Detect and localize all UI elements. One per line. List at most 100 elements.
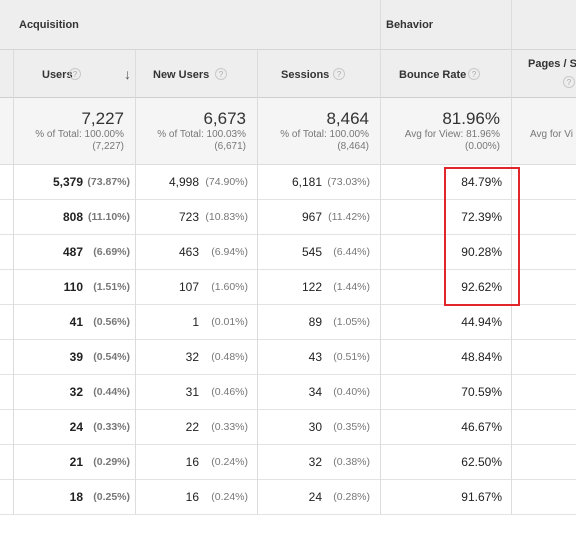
new-users-value: 32 bbox=[185, 350, 199, 364]
sort-descending-icon[interactable]: ↓ bbox=[124, 66, 131, 82]
sessions-percent: (0.28%) bbox=[333, 491, 370, 503]
table-row[interactable]: 24 (0.33%) 22 (0.33%) 30 (0.35%) 46.67% bbox=[0, 410, 576, 445]
new-users-value: 22 bbox=[185, 420, 199, 434]
sessions-percent: (0.35%) bbox=[333, 421, 370, 433]
sessions-percent: (11.42%) bbox=[328, 211, 370, 223]
sessions-percent: (6.44%) bbox=[333, 246, 370, 258]
totals-sessions-value: 8,464 bbox=[326, 109, 369, 128]
users-value: 24 bbox=[69, 420, 83, 434]
sessions-value: 43 bbox=[308, 350, 322, 364]
new-users-value: 16 bbox=[185, 455, 199, 469]
table-row[interactable]: 487 (6.69%) 463 (6.94%) 545 (6.44%) 90.28% bbox=[0, 235, 576, 270]
bounce-rate-value: 46.67% bbox=[461, 420, 502, 434]
new-users-percent: (0.24%) bbox=[211, 456, 248, 468]
users-value: 110 bbox=[63, 280, 83, 294]
totals-new-users-share: % of Total: 100.03% bbox=[157, 129, 246, 140]
sessions-percent: (0.38%) bbox=[333, 456, 370, 468]
help-icon[interactable]: ? bbox=[333, 68, 345, 80]
column-header-sessions[interactable]: Sessions ? bbox=[257, 50, 380, 98]
table-row[interactable]: 18 (0.25%) 16 (0.24%) 24 (0.28%) 91.67% bbox=[0, 480, 576, 515]
users-value: 41 bbox=[69, 315, 83, 329]
totals-users-cell: 7,227 % of Total: 100.00% (7,227) bbox=[13, 98, 135, 165]
table-row[interactable]: 39 (0.54%) 32 (0.48%) 43 (0.51%) 48.84% bbox=[0, 340, 576, 375]
sessions-header-label[interactable]: Sessions bbox=[281, 69, 330, 81]
totals-pages-avg: Avg for Vi bbox=[530, 129, 573, 140]
table-row[interactable]: 808 (11.10%) 723 (10.83%) 967 (11.42%) 72.39% bbox=[0, 200, 576, 235]
new-users-percent: (0.46%) bbox=[211, 386, 248, 398]
totals-sessions-cell: 8,464 % of Total: 100.00% (8,464) bbox=[257, 98, 380, 165]
totals-users-value: 7,227 bbox=[81, 109, 124, 128]
bounce-rate-value: 91.67% bbox=[461, 490, 502, 504]
users-percent: (6.69%) bbox=[93, 246, 130, 258]
bounce-rate-value: 44.94% bbox=[461, 315, 502, 329]
totals-users-base: (7,227) bbox=[92, 141, 124, 152]
table-row[interactable]: 21 (0.29%) 16 (0.24%) 32 (0.38%) 62.50% bbox=[0, 445, 576, 480]
help-icon[interactable]: ? bbox=[468, 68, 480, 80]
sessions-percent: (0.40%) bbox=[333, 386, 370, 398]
users-percent: (0.25%) bbox=[93, 491, 130, 503]
sessions-percent: (73.03%) bbox=[327, 176, 370, 188]
totals-sessions-base: (8,464) bbox=[337, 141, 369, 152]
totals-bounce-rate-delta: (0.00%) bbox=[464, 141, 500, 152]
totals-new-users-value: 6,673 bbox=[203, 109, 246, 128]
sessions-value: 24 bbox=[308, 490, 322, 504]
help-icon[interactable]: ? bbox=[69, 68, 81, 80]
totals-bounce-rate-avg: Avg for View: 81.96% bbox=[404, 129, 500, 140]
help-icon[interactable]: ? bbox=[563, 76, 575, 88]
users-value: 487 bbox=[62, 245, 83, 259]
bounce-rate-value: 90.28% bbox=[461, 245, 502, 259]
new-users-percent: (10.83%) bbox=[205, 211, 248, 223]
totals-new-users-base: (6,671) bbox=[214, 141, 246, 152]
new-users-value: 107 bbox=[178, 280, 199, 294]
column-header-new-users[interactable]: New Users ? bbox=[135, 50, 257, 98]
column-header-users[interactable]: Users ? ↓ bbox=[13, 50, 135, 98]
users-value: 5,379 bbox=[52, 175, 83, 189]
column-header-bounce-rate[interactable]: Bounce Rate ? bbox=[380, 50, 511, 98]
sessions-percent: (1.05%) bbox=[333, 316, 370, 328]
users-value: 808 bbox=[62, 210, 83, 224]
new-users-percent: (6.94%) bbox=[211, 246, 248, 258]
totals-bounce-rate-value: 81.96% bbox=[442, 109, 500, 128]
sessions-value: 6,181 bbox=[291, 175, 322, 189]
bounce-rate-header-label[interactable]: Bounce Rate bbox=[399, 69, 467, 81]
users-percent: (0.44%) bbox=[93, 386, 130, 398]
users-percent: (0.33%) bbox=[93, 421, 130, 433]
new-users-value: 463 bbox=[178, 245, 199, 259]
totals-users-share: % of Total: 100.00% bbox=[35, 129, 124, 140]
help-icon[interactable]: ? bbox=[215, 68, 227, 80]
new-users-value: 16 bbox=[185, 490, 199, 504]
sessions-value: 32 bbox=[308, 455, 322, 469]
pages-header-label[interactable]: Pages / S bbox=[528, 58, 576, 70]
users-percent: (0.29%) bbox=[93, 456, 130, 468]
column-divider bbox=[135, 50, 136, 515]
new-users-value: 1 bbox=[192, 315, 199, 329]
highlight-box bbox=[444, 167, 520, 306]
users-percent: (73.87%) bbox=[87, 176, 130, 188]
new-users-percent: (0.24%) bbox=[211, 491, 248, 503]
table-row[interactable]: 41 (0.56%) 1 (0.01%) 89 (1.05%) 44.94% bbox=[0, 305, 576, 340]
new-users-value: 31 bbox=[185, 385, 199, 399]
new-users-value: 723 bbox=[178, 210, 199, 224]
table-row[interactable]: 32 (0.44%) 31 (0.46%) 34 (0.40%) 70.59% bbox=[0, 375, 576, 410]
column-divider bbox=[13, 50, 14, 515]
sessions-value: 89 bbox=[308, 315, 322, 329]
users-percent: (1.51%) bbox=[93, 281, 130, 293]
bounce-rate-value: 48.84% bbox=[461, 350, 502, 364]
group-header-acquisition: Acquisition bbox=[13, 0, 380, 50]
new-users-header-label[interactable]: New Users bbox=[153, 69, 210, 81]
table-row[interactable]: 5,379 (73.87%) 4,998 (74.90%) 6,181 (73.03%) 8… bbox=[0, 165, 576, 200]
column-divider bbox=[257, 50, 258, 515]
totals-bounce-rate-cell: 81.96% Avg for View: 81.96% (0.00%) bbox=[380, 98, 511, 165]
users-percent: (11.10%) bbox=[87, 211, 130, 223]
new-users-percent: (0.48%) bbox=[211, 351, 248, 363]
sessions-percent: (0.51%) bbox=[333, 351, 370, 363]
users-header-label[interactable]: Users bbox=[42, 69, 73, 81]
bounce-rate-value: 84.79% bbox=[461, 175, 502, 189]
users-percent: (0.54%) bbox=[93, 351, 130, 363]
sessions-value: 122 bbox=[301, 280, 322, 294]
table-row[interactable]: 110 (1.51%) 107 (1.60%) 122 (1.44%) 92.62% bbox=[0, 270, 576, 305]
new-users-percent: (1.60%) bbox=[211, 281, 248, 293]
column-header-pages-per-session[interactable]: Pages / S ? bbox=[511, 50, 576, 98]
column-divider bbox=[380, 0, 381, 515]
totals-pages-cell: Avg for Vi bbox=[511, 98, 576, 165]
